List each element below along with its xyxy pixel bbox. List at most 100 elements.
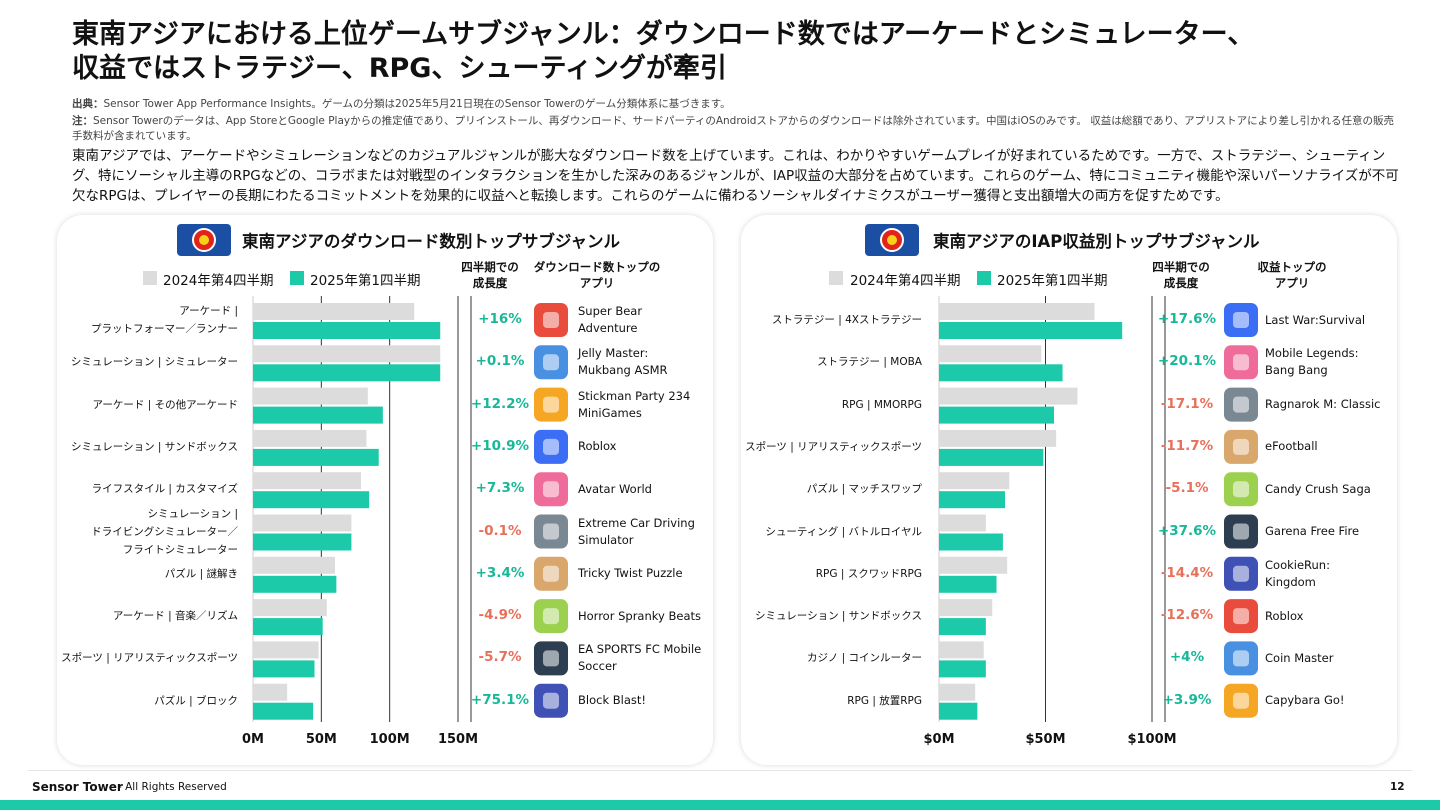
page-number: 12	[1390, 781, 1405, 793]
growth-label: +17.6%	[1157, 311, 1217, 327]
app-icon-detail	[1233, 354, 1249, 371]
bar	[253, 702, 314, 720]
brand: Sensor Tower	[32, 780, 123, 794]
bar	[253, 472, 361, 490]
bar	[253, 683, 288, 701]
category-label: カジノ | コインルーター	[806, 652, 922, 665]
bar	[253, 322, 441, 339]
legend-swatch	[977, 271, 991, 285]
bar	[939, 514, 986, 532]
bar	[939, 322, 1123, 339]
legend-swatch	[829, 271, 843, 285]
x-tick-label: 50M	[305, 732, 337, 747]
app-name: Stickman Party 234 MiniGames	[578, 388, 691, 420]
app-name: Mobile Legends: Bang Bang	[1265, 346, 1359, 378]
legend-label: 2025年第1四半期	[310, 273, 421, 289]
bar	[939, 448, 1044, 466]
growth-label: +20.1%	[1157, 353, 1217, 370]
app-name: Roblox	[1265, 608, 1304, 623]
category-label: RPG | スクワッドRPG	[815, 567, 922, 580]
column-header: ダウンロード数トップの アプリ	[533, 260, 661, 290]
app-icon-detail	[1233, 650, 1249, 667]
app-icon-detail	[1233, 608, 1249, 625]
x-tick-label: 150M	[437, 732, 479, 747]
bar	[253, 303, 415, 320]
bar	[939, 429, 1057, 447]
app-icon-detail	[543, 354, 559, 371]
category-label: スポーツ | リアリスティックスポーツ	[745, 440, 922, 453]
bar	[253, 364, 441, 382]
column-header: 四半期での 成長度	[1152, 260, 1210, 290]
column-header: 四半期での 成長度	[461, 260, 519, 290]
bar	[253, 556, 335, 574]
app-icon-detail	[1233, 438, 1249, 455]
app-name: Extreme Car Driving Simulator	[578, 515, 695, 547]
app-name: Roblox	[578, 439, 617, 454]
growth-label: +75.1%	[470, 691, 530, 708]
category-label: アーケード | その他アーケード	[92, 398, 238, 411]
app-icon-detail	[543, 312, 559, 328]
bar	[939, 618, 986, 636]
panel-title: 東南アジアのダウンロード数別トップサブジャンル	[242, 232, 621, 251]
category-label: スポーツ | リアリスティックスポーツ	[61, 652, 238, 665]
app-icon-detail	[543, 523, 559, 540]
bar	[939, 345, 1042, 363]
category-label: シミュレーション | ドライビングシミュレーター／ フライトシミュレーター	[91, 507, 238, 556]
x-tick-label: $0M	[923, 732, 955, 747]
category-label: RPG | MMORPG	[841, 398, 922, 411]
app-icon-detail	[543, 692, 559, 709]
bar	[253, 599, 327, 617]
app-icon-detail	[543, 481, 559, 498]
growth-label: -11.7%	[1160, 437, 1214, 454]
app-name: Jelly Master: Mukbang ASMR	[578, 346, 668, 378]
category-label: RPG | 放置RPG	[847, 694, 922, 707]
category-label: シミュレーション | サンドボックス	[755, 610, 922, 623]
app-name: Ragnarok M: Classic	[1265, 397, 1381, 412]
growth-label: +12.2%	[470, 395, 530, 412]
growth-label: -0.1%	[478, 522, 522, 539]
bar	[253, 448, 379, 466]
app-name: Capybara Go!	[1265, 693, 1345, 708]
note: 注：Sensor Towerのデータは、App StoreとGoogle Pla…	[72, 114, 1402, 144]
bar	[939, 660, 986, 678]
category-label: シューティング | バトルロイヤル	[765, 525, 922, 538]
app-icon-detail	[1233, 692, 1249, 709]
app-name: eFootball	[1265, 439, 1318, 454]
legend-label: 2025年第1四半期	[997, 273, 1108, 289]
growth-label: +16%	[478, 311, 522, 327]
app-name: Horror Spranky Beats	[578, 608, 701, 623]
app-icon-detail	[1233, 396, 1249, 413]
app-icon-detail	[1233, 523, 1249, 540]
category-label: アーケード | 音楽／リズム	[112, 610, 238, 623]
legend-swatch	[290, 271, 304, 285]
footer-rule	[28, 770, 1412, 771]
rights: - All Rights Reserved	[118, 781, 227, 793]
bar	[253, 641, 319, 659]
app-icon-detail	[543, 565, 559, 582]
category-label: ストラテジー | 4Xストラテジー	[771, 314, 922, 326]
category-label: アーケード | プラットフォーマー／ランナー	[91, 305, 238, 335]
app-name: CookieRun: Kingdom	[1265, 557, 1330, 589]
app-icon-detail	[543, 650, 559, 667]
note-label: 注：	[72, 115, 93, 127]
app-icon-detail	[543, 438, 559, 455]
growth-label: -14.4%	[1160, 564, 1214, 581]
bar	[939, 533, 1003, 551]
x-tick-label: $50M	[1025, 732, 1066, 747]
bar	[253, 575, 337, 593]
app-name: Last War:Survival	[1265, 312, 1366, 327]
growth-label: -5.7%	[478, 649, 522, 666]
bar	[939, 364, 1063, 382]
app-name: Candy Crush Saga	[1265, 481, 1371, 496]
growth-label: -5.1%	[1165, 480, 1209, 497]
bar	[939, 641, 984, 659]
source: 出典：Sensor Tower App Performance Insights…	[72, 97, 1402, 111]
category-label: パズル | 謎解き	[164, 567, 238, 580]
bar	[253, 491, 370, 509]
app-name: Super Bear Adventure	[578, 304, 643, 335]
bar	[939, 387, 1078, 405]
bar	[939, 472, 1010, 490]
bar	[939, 683, 976, 701]
bar	[939, 491, 1006, 509]
